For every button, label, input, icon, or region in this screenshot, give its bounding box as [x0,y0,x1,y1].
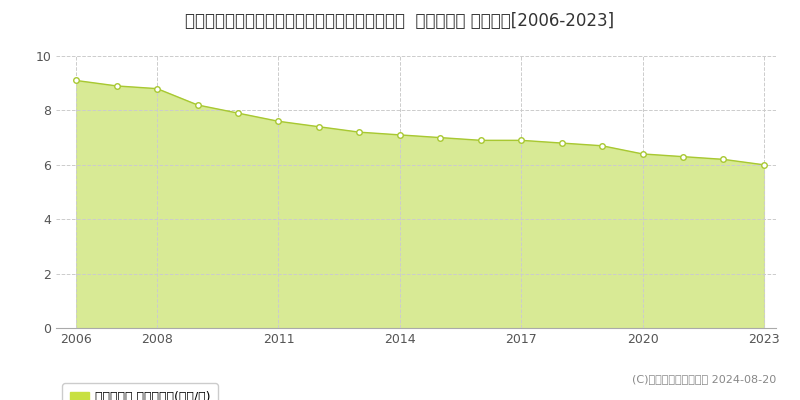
Text: (C)土地価格ドットコム 2024-08-20: (C)土地価格ドットコム 2024-08-20 [632,374,776,384]
Legend: 基準地価格 平均坪単価(万円/坪): 基準地価格 平均坪単価(万円/坪) [62,383,218,400]
Text: 埼玉県比企郡ときがわ町大字番匠字台７０５番１  基準地価格 地価推移[2006-2023]: 埼玉県比企郡ときがわ町大字番匠字台７０５番１ 基準地価格 地価推移[2006-2… [186,12,614,30]
